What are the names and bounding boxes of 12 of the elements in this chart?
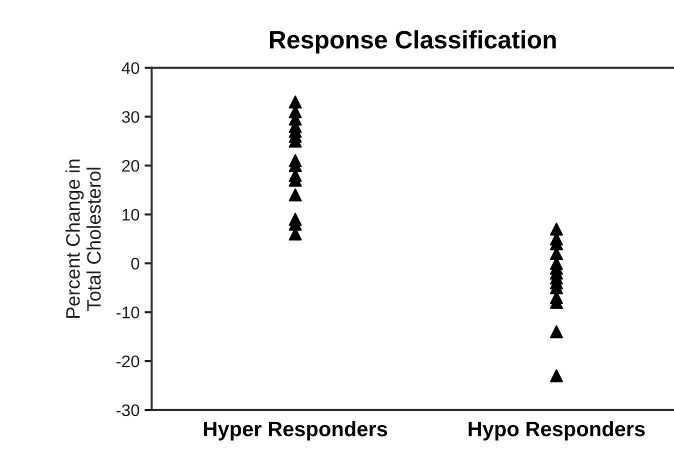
y-tick-label: -10 (116, 306, 140, 318)
y-tick-label: 10 (122, 208, 140, 221)
x-tick-label: Hypo Responders (468, 421, 645, 440)
y-tick-label: 20 (122, 160, 140, 172)
y-tick-label: 40 (122, 62, 140, 74)
chart-title: Response Classification (270, 30, 556, 54)
y-tick-label: 0 (131, 258, 140, 270)
y-axis-title: Percent Change in Total Cholesterol (66, 160, 101, 318)
x-tick-label: Hyper Responders (204, 421, 388, 440)
y-tick-label: 30 (122, 111, 140, 123)
y-tick-label: -20 (116, 355, 140, 368)
y-tick-label: -30 (116, 404, 140, 416)
